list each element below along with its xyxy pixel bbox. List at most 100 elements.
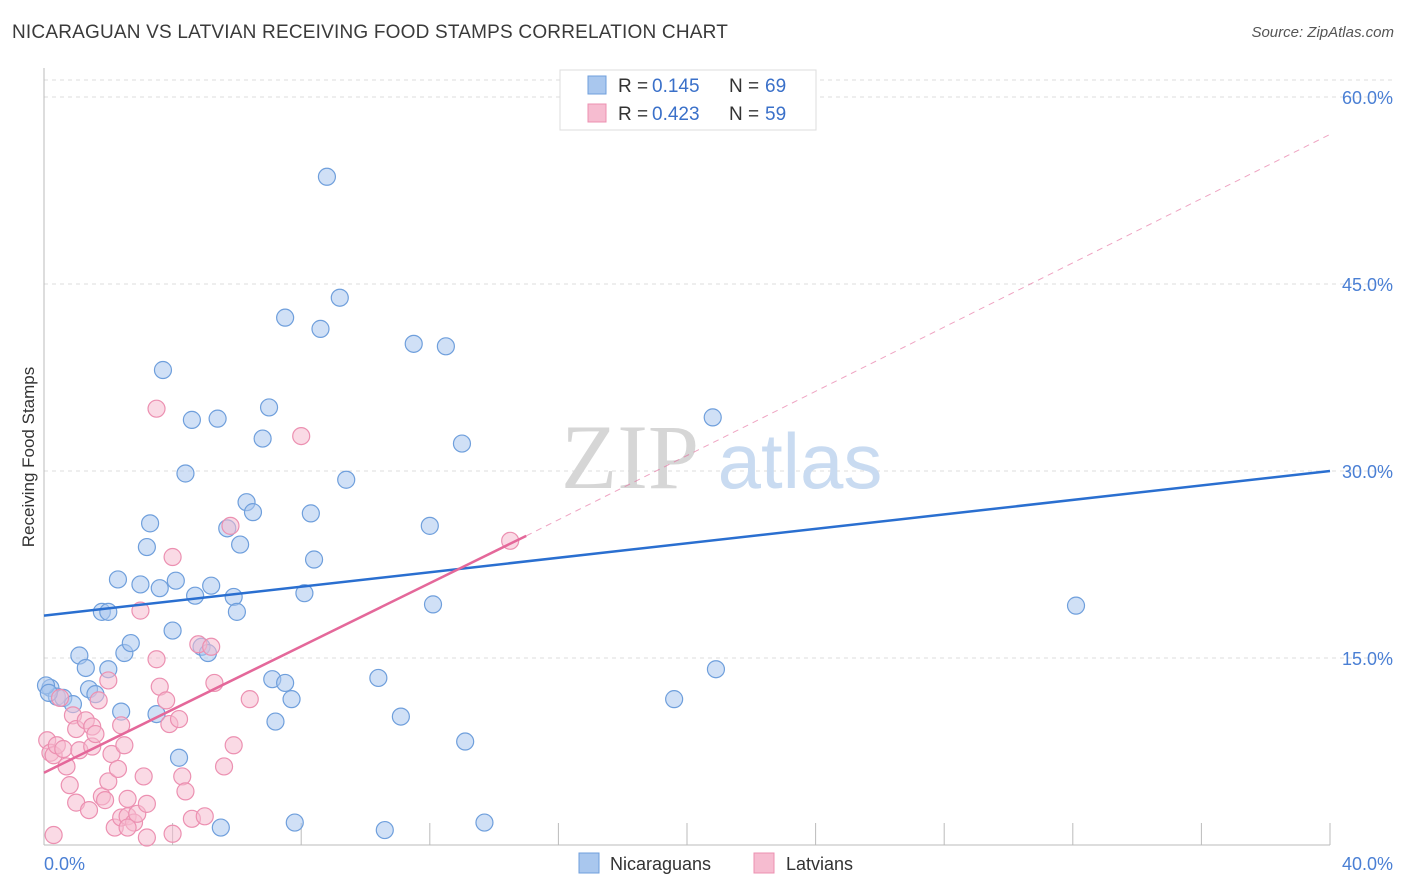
trend-lines: [43, 133, 1331, 774]
legend-r-label-2: R =: [618, 104, 648, 125]
point-nicaraguan: [665, 690, 684, 709]
y-axis-label: Receiving Food Stamps: [19, 367, 38, 547]
y-tick-label: 45.0%: [1342, 275, 1393, 295]
point-latvian: [163, 547, 182, 567]
point-latvian: [169, 709, 189, 729]
point-nicaraguan: [475, 813, 494, 832]
legend-r-value-1: 0.145: [652, 76, 700, 97]
y-tick-label: 60.0%: [1342, 88, 1393, 108]
point-latvian: [157, 691, 176, 710]
axes: [43, 68, 1331, 846]
bottom-legend-latvians: Latvians: [786, 854, 853, 874]
point-latvian: [89, 691, 108, 710]
legend-swatch-latvians: [587, 103, 607, 123]
bottom-legend-swatch-latvians: [753, 852, 775, 874]
point-nicaraguan: [282, 690, 301, 709]
point-nicaraguan: [140, 514, 160, 533]
point-nicaraguan: [311, 319, 330, 338]
point-nicaraguan: [337, 470, 356, 489]
point-latvian: [137, 828, 156, 847]
point-nicaraguan: [456, 732, 475, 751]
point-nicaraguan: [243, 503, 263, 522]
point-nicaraguan: [166, 571, 185, 590]
point-latvian: [214, 757, 234, 776]
point-latvian: [202, 637, 221, 656]
point-nicaraguan: [253, 429, 272, 448]
point-nicaraguan: [208, 409, 227, 428]
watermark-atlas: atlas: [718, 417, 883, 505]
legend-n-label-2: N =: [729, 104, 759, 125]
legend-swatch-nicaraguans: [587, 75, 607, 95]
point-nicaraguan: [163, 621, 182, 640]
point-nicaraguan: [452, 434, 472, 453]
point-nicaraguan: [276, 673, 295, 693]
point-nicaraguan: [153, 360, 173, 380]
point-latvian: [176, 782, 195, 801]
bottom-legend: Nicaraguans Latvians: [578, 852, 853, 874]
chart-title: NICARAGUAN VS LATVIAN RECEIVING FOOD STA…: [12, 22, 729, 43]
legend-r-value-2: 0.423: [652, 104, 700, 125]
source-label: Source: ZipAtlas.com: [1251, 24, 1394, 41]
point-nicaraguan: [301, 504, 320, 523]
point-latvian: [118, 789, 137, 808]
point-nicaraguan: [76, 658, 95, 678]
point-nicaraguan: [99, 602, 118, 621]
point-nicaraguan: [404, 334, 423, 353]
point-nicaraguan: [703, 408, 722, 427]
point-nicaraguan: [1066, 596, 1086, 615]
point-nicaraguan: [330, 288, 349, 307]
point-nicaraguan: [176, 464, 195, 483]
point-nicaraguan: [108, 570, 128, 589]
x-tick-label: 40.0%: [1342, 854, 1393, 874]
point-nicaraguan: [259, 398, 279, 417]
point-latvian: [137, 794, 156, 813]
bottom-legend-nicaraguans: Nicaraguans: [610, 854, 711, 874]
x-tick-label: 0.0%: [44, 854, 85, 874]
point-nicaraguan: [150, 579, 169, 598]
legend-n-value-1: 69: [765, 76, 786, 97]
point-latvian: [99, 772, 118, 791]
point-latvian: [118, 818, 137, 837]
point-nicaraguan: [137, 537, 156, 557]
y-tick-label: 30.0%: [1342, 462, 1393, 482]
point-latvian: [102, 744, 121, 764]
point-nicaraguan: [304, 550, 324, 569]
point-latvian: [147, 650, 166, 669]
point-nicaraguan: [231, 535, 250, 554]
grid-lines: [44, 79, 1395, 659]
bottom-legend-swatch-nicaraguans: [578, 852, 600, 874]
y-tick-label: 15.0%: [1342, 649, 1393, 669]
point-latvian: [134, 767, 153, 786]
point-nicaraguan: [375, 820, 394, 840]
point-nicaraguan: [224, 587, 243, 607]
legend-r-label-1: R =: [618, 76, 648, 97]
point-latvian: [54, 739, 73, 759]
point-latvian: [60, 776, 79, 795]
point-latvian: [86, 724, 105, 744]
point-nicaraguan: [202, 576, 221, 595]
point-nicaraguan: [169, 748, 189, 767]
point-latvian: [50, 688, 70, 707]
tick-labels: 15.0% 30.0% 45.0% 60.0% 0.0% 40.0%: [44, 88, 1393, 874]
point-latvian: [163, 824, 182, 843]
point-latvian: [147, 399, 166, 418]
point-latvian: [108, 759, 128, 779]
point-latvian: [79, 800, 99, 820]
point-latvian: [224, 736, 243, 755]
point-latvian: [95, 791, 115, 810]
point-nicaraguan: [211, 818, 230, 837]
point-nicaraguan: [423, 595, 443, 614]
point-nicaraguan: [186, 586, 205, 605]
trend-line-extension-latvians: [526, 133, 1331, 537]
point-nicaraguan: [436, 337, 455, 356]
point-nicaraguan: [420, 516, 439, 535]
legend-n-value-2: 59: [765, 104, 786, 125]
point-latvian: [44, 825, 63, 845]
point-nicaraguan: [266, 712, 285, 731]
point-nicaraguan: [391, 707, 410, 726]
legend: R = 0.145 N = 69 R = 0.423 N = 59: [559, 69, 817, 131]
point-latvian: [240, 690, 259, 709]
point-nicaraguan: [276, 308, 295, 327]
point-nicaraguan: [121, 633, 140, 653]
point-latvian: [221, 516, 240, 535]
